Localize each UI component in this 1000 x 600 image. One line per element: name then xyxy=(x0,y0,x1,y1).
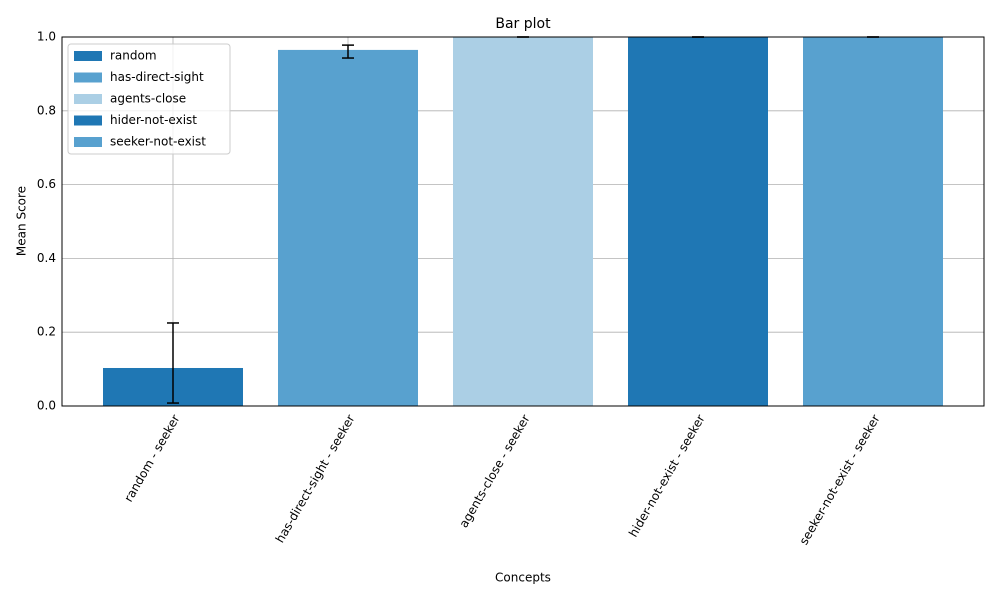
y-axis-label: Mean Score xyxy=(15,186,29,256)
plot-frame xyxy=(61,36,985,407)
legend-label: hider-not-exist xyxy=(110,113,197,127)
x-tick-label: has-direct-sight - seeker xyxy=(273,412,358,545)
x-tick-label: hider-not-exist - seeker xyxy=(626,412,708,539)
y-tick-label: 0.4 xyxy=(37,251,56,265)
chart-title: Bar plot xyxy=(495,16,551,32)
legend-label: seeker-not-exist xyxy=(110,135,206,149)
legend-box xyxy=(67,43,231,155)
y-tick-label: 0.2 xyxy=(37,325,56,339)
bar xyxy=(803,37,943,406)
y-tick-label: 0.0 xyxy=(37,399,56,413)
error-bar xyxy=(342,44,354,59)
legend-label: random xyxy=(110,49,157,63)
error-bar xyxy=(167,322,179,404)
bar xyxy=(628,37,768,406)
legend-label: has-direct-sight xyxy=(110,70,204,84)
x-axis-label: Concepts xyxy=(495,571,551,585)
x-tick-label: random - seeker xyxy=(121,412,182,504)
bar xyxy=(278,49,418,406)
y-tick-label: 0.6 xyxy=(37,177,56,191)
legend-swatch xyxy=(74,137,102,147)
legend-label: agents-close xyxy=(110,92,186,106)
x-tick-label: seeker-not-exist - seeker xyxy=(797,412,883,547)
legend-swatch xyxy=(74,115,102,126)
x-tick-label: agents-close - seeker xyxy=(457,412,533,530)
legend-swatch xyxy=(74,72,102,83)
y-tick-label: 1.0 xyxy=(37,30,56,44)
legend-swatch xyxy=(74,51,102,61)
bar xyxy=(453,37,593,406)
legend-swatch xyxy=(74,94,102,104)
y-tick-label: 0.8 xyxy=(37,103,56,117)
